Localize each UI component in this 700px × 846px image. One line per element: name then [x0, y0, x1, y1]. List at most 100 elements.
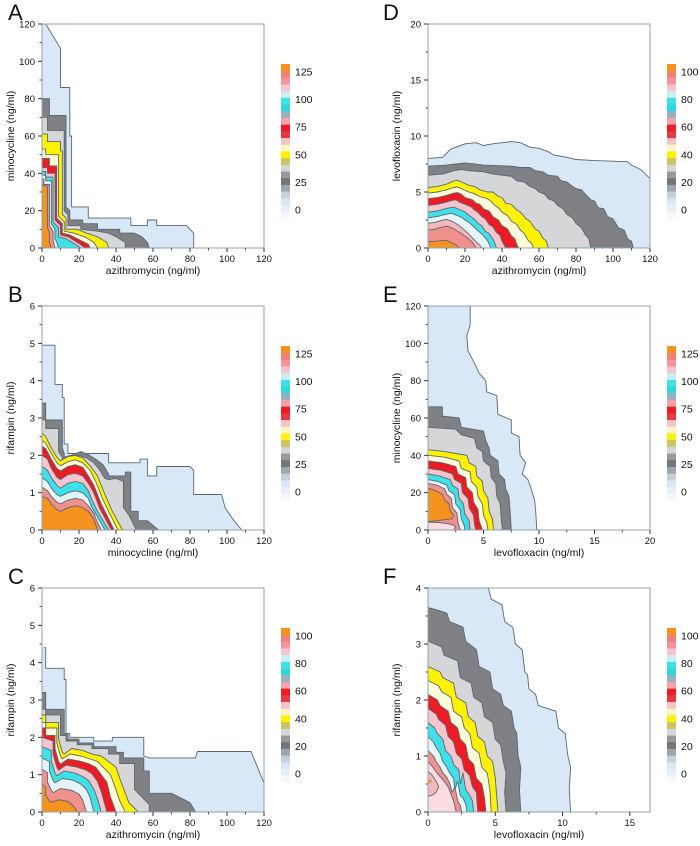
x-tick-label: 80 [185, 254, 196, 265]
colorbar-tick-label: 50 [295, 431, 307, 443]
x-axis-label: levofloxacin (ng/ml) [494, 547, 584, 559]
colorbar-segment [281, 97, 290, 105]
y-tick-label: 20 [410, 488, 421, 499]
colorbar-segment [281, 372, 290, 380]
colorbar-segment [667, 124, 676, 132]
contour-line-darkgray [42, 98, 150, 248]
colorbar-segment [281, 157, 290, 165]
contour-line-orange [42, 184, 52, 248]
colorbar-segment [667, 84, 676, 92]
y-axis: 0 1 2 3 4 [416, 584, 428, 819]
x-axis: 0 5 10 15 20 [425, 530, 655, 547]
colorbar-segment [667, 184, 676, 192]
colorbar-segment [281, 191, 290, 199]
panel-B: B 0 20 40 60 80 100 120 0 1 2 3 4 5 6 minocycline (ng/… [0, 282, 350, 564]
panel-D: D 0 20 40 60 80 100 120 0 5 10 15 20 azithromycin (n… [350, 0, 700, 282]
x-tick-label: 20 [460, 254, 471, 265]
colorbar-segment [281, 715, 290, 723]
x-tick-label: 120 [642, 254, 658, 265]
colorbar-tick-label: 20 [295, 741, 307, 753]
x-tick-label: 20 [645, 536, 656, 547]
colorbar-tick-label: 80 [681, 658, 693, 670]
colorbar-segment [667, 379, 676, 387]
contour-line-pale [42, 477, 106, 530]
x-tick-label: 20 [74, 536, 85, 547]
colorbar-tick-label: 100 [681, 376, 699, 388]
colorbar-segment [667, 144, 676, 152]
y-tick-label: 5 [416, 188, 421, 199]
y-tick-label: 1 [30, 488, 35, 499]
colorbar-tick-label: 25 [295, 177, 307, 189]
contour-line-pale [42, 757, 95, 812]
x-tick-label: 60 [534, 254, 545, 265]
colorbar-segment [281, 654, 290, 662]
y-tick-label: 0 [30, 526, 35, 537]
y-tick-label: 120 [405, 302, 421, 313]
contour-line-lightgray [42, 419, 137, 530]
colorbar-segment [667, 191, 676, 199]
x-axis: 0 20 40 60 80 100 120 [425, 248, 658, 265]
colorbar-segment [281, 748, 290, 756]
contour-line-salmon [42, 178, 56, 248]
colorbar-tick-label: 125 [295, 349, 313, 361]
colorbar-segment [667, 151, 676, 159]
colorbar-tick-label: 0 [295, 487, 301, 499]
colorbar-tick-label: 75 [295, 122, 307, 134]
colorbar-segment [667, 715, 676, 723]
x-tick-label: 80 [571, 254, 582, 265]
y-tick-label: 3 [30, 414, 35, 425]
contour-line-cyan [428, 473, 471, 530]
y-tick-label: 100 [405, 339, 421, 350]
colorbar-tick-label: 75 [681, 404, 693, 416]
y-tick-label: 0 [30, 244, 35, 255]
colorbar-segment [281, 426, 290, 434]
colorbar-tick-label: 60 [681, 122, 693, 134]
colorbar-segment [667, 419, 676, 427]
panel-label-E: E [383, 282, 398, 307]
colorbar-segment [667, 64, 676, 72]
x-axis-label: levofloxacin (ng/ml) [494, 829, 584, 841]
colorbar-tick-label: 40 [681, 149, 693, 161]
colorbar: 0 20 40 60 80 100 [667, 628, 699, 783]
contour-line-orange [42, 783, 78, 812]
contour-line-lightblue [42, 344, 243, 530]
y-tick-label: 4 [416, 584, 421, 595]
x-tick-label: 40 [111, 818, 122, 829]
contour-line-cream [42, 148, 98, 248]
contour-line-cyan [42, 746, 102, 812]
panel-label-A: A [8, 0, 23, 25]
contour-plot-F: 0 5 10 15 0 1 2 3 4 levofloxacin (ng/ml) rifampin … [391, 584, 699, 842]
contour-line-darkgray [42, 692, 196, 812]
colorbar-segment [667, 654, 676, 662]
y-tick-label: 40 [24, 169, 35, 180]
contour-line-red [42, 727, 117, 812]
y-tick-label: 4 [30, 658, 35, 669]
colorbar-segment [667, 211, 676, 219]
contour-plot-C: 0 20 40 60 80 100 120 0 1 2 3 4 5 6 azithromycin (ng/m… [5, 584, 313, 842]
colorbar-segment [667, 372, 676, 380]
colorbar-segment [667, 110, 676, 118]
colorbar-segment [281, 77, 290, 85]
bands-layer [42, 647, 264, 812]
colorbar-segment [667, 459, 676, 467]
colorbar-segment [667, 681, 676, 689]
y-axis-label: rifampin (ng/ml) [391, 664, 403, 737]
x-tick-label: 5 [481, 536, 486, 547]
colorbar-tick-label: 100 [295, 631, 313, 643]
colorbar-segment [281, 701, 290, 709]
contour-line-pale [42, 174, 60, 248]
x-axis: 0 20 40 60 80 100 120 [39, 812, 272, 829]
y-tick-label: 1 [416, 752, 421, 763]
x-axis-label: minocycline (ng/ml) [108, 547, 198, 559]
contour-line-red [42, 445, 115, 530]
colorbar-segment [281, 661, 290, 669]
colorbar-segment [281, 466, 290, 474]
colorbar-segment [667, 386, 676, 394]
colorbar-segment [667, 439, 676, 447]
colorbar-segment [281, 446, 290, 454]
colorbar-tick-label: 125 [295, 67, 313, 79]
colorbar-segment [667, 157, 676, 165]
colorbar-segment [667, 648, 676, 656]
colorbar-segment [281, 130, 290, 139]
colorbar-segment [281, 708, 290, 716]
